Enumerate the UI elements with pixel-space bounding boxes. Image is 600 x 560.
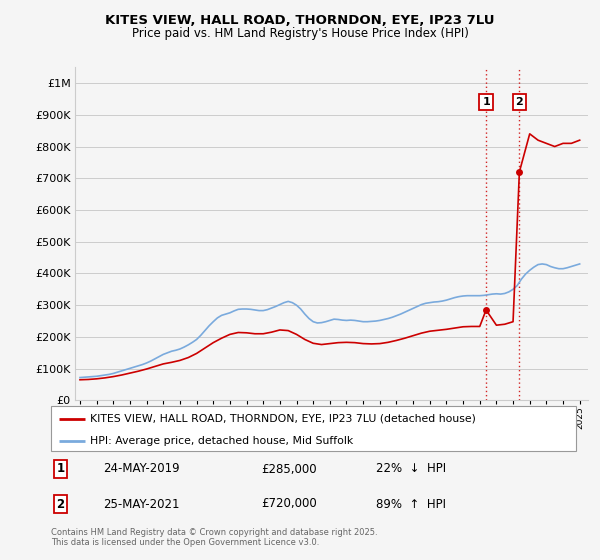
Text: HPI: Average price, detached house, Mid Suffolk: HPI: Average price, detached house, Mid … [91, 436, 353, 446]
Text: 89%  ↑  HPI: 89% ↑ HPI [377, 497, 446, 511]
Text: 22%  ↓  HPI: 22% ↓ HPI [377, 463, 446, 475]
Text: £720,000: £720,000 [261, 497, 317, 511]
Text: Contains HM Land Registry data © Crown copyright and database right 2025.
This d: Contains HM Land Registry data © Crown c… [51, 528, 377, 547]
Text: Price paid vs. HM Land Registry's House Price Index (HPI): Price paid vs. HM Land Registry's House … [131, 27, 469, 40]
Text: 25-MAY-2021: 25-MAY-2021 [104, 497, 180, 511]
Text: KITES VIEW, HALL ROAD, THORNDON, EYE, IP23 7LU (detached house): KITES VIEW, HALL ROAD, THORNDON, EYE, IP… [91, 413, 476, 423]
Text: 2: 2 [56, 497, 65, 511]
Text: 1: 1 [482, 97, 490, 107]
Text: KITES VIEW, HALL ROAD, THORNDON, EYE, IP23 7LU: KITES VIEW, HALL ROAD, THORNDON, EYE, IP… [105, 14, 495, 27]
FancyBboxPatch shape [51, 406, 576, 451]
Text: 24-MAY-2019: 24-MAY-2019 [104, 463, 180, 475]
Text: £285,000: £285,000 [261, 463, 317, 475]
Text: 2: 2 [515, 97, 523, 107]
Text: 1: 1 [56, 463, 65, 475]
